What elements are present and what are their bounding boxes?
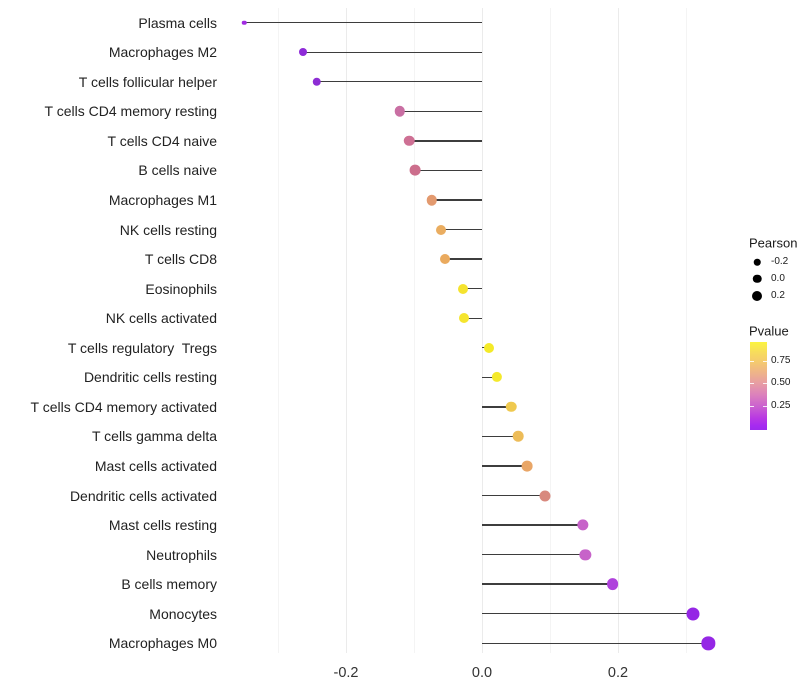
gridline-minor bbox=[413, 8, 415, 653]
data-point bbox=[403, 135, 415, 147]
category-label: B cells naive bbox=[138, 162, 217, 179]
category-label: Mast cells activated bbox=[94, 457, 217, 474]
category-label: Dendritic cells resting bbox=[83, 369, 217, 386]
pvalue-tick-label: 0.25 bbox=[771, 400, 791, 412]
colorbar-tick bbox=[750, 406, 754, 408]
lollipop-stem bbox=[415, 169, 482, 172]
x-tick-label: -0.2 bbox=[333, 664, 359, 681]
category-label: NK cells resting bbox=[119, 221, 217, 238]
category-label: Eosinophils bbox=[145, 280, 217, 297]
size-legend-title: Pearson bbox=[749, 235, 798, 251]
data-point bbox=[459, 313, 470, 324]
data-point bbox=[686, 607, 700, 621]
category-label: T cells gamma delta bbox=[91, 428, 217, 445]
lollipop-stem bbox=[482, 465, 527, 467]
category-label: Macrophages M0 bbox=[108, 635, 217, 652]
size-legend-label: 0.0 bbox=[771, 272, 785, 284]
lollipop-stem bbox=[316, 81, 482, 83]
data-point bbox=[539, 490, 551, 501]
gridline-minor bbox=[549, 8, 551, 653]
data-point bbox=[241, 20, 247, 25]
x-tick-label: 0.2 bbox=[607, 664, 629, 681]
pvalue-tick-label: 0.75 bbox=[771, 354, 791, 366]
data-point bbox=[521, 460, 533, 472]
color-legend-title: Pvalue bbox=[749, 323, 789, 339]
data-point bbox=[512, 431, 524, 442]
data-point bbox=[505, 401, 517, 413]
lollipop-stem bbox=[440, 228, 482, 231]
gridline-major bbox=[481, 8, 483, 653]
size-legend-label: 0.2 bbox=[771, 289, 785, 301]
lollipop-stem bbox=[482, 553, 586, 556]
category-label: T cells CD8 bbox=[144, 251, 217, 268]
category-label: T cells CD4 naive bbox=[107, 132, 217, 149]
data-point bbox=[576, 519, 589, 531]
colorbar-tick bbox=[763, 360, 767, 362]
lollipop-stem bbox=[482, 613, 693, 615]
category-label: T cells regulatory Tregs bbox=[67, 339, 217, 356]
gridline-major bbox=[345, 8, 347, 653]
gridline-minor bbox=[277, 8, 279, 653]
colorbar-tick bbox=[750, 383, 754, 385]
lollipop-stem bbox=[482, 642, 709, 644]
data-point bbox=[409, 165, 421, 176]
pvalue-tick-label: 0.50 bbox=[771, 377, 791, 389]
category-label: T cells CD4 memory activated bbox=[30, 398, 217, 415]
category-label: Monocytes bbox=[149, 605, 217, 622]
category-label: Mast cells resting bbox=[108, 517, 217, 534]
category-label: Macrophages M1 bbox=[108, 192, 217, 208]
data-point bbox=[299, 48, 308, 57]
size-legend-dot bbox=[752, 290, 762, 301]
lollipop-stem bbox=[431, 199, 482, 201]
data-point bbox=[491, 372, 503, 383]
lollipop-stem bbox=[399, 110, 482, 113]
category-label: Dendritic cells activated bbox=[69, 487, 217, 504]
data-point bbox=[426, 194, 437, 206]
size-legend-dot bbox=[753, 258, 761, 266]
lollipop-stem bbox=[482, 406, 512, 408]
lollipop-stem bbox=[482, 524, 583, 526]
data-point bbox=[457, 283, 468, 294]
category-label: Neutrophils bbox=[146, 546, 217, 563]
data-point bbox=[440, 254, 451, 265]
colorbar-tick bbox=[763, 383, 767, 385]
gridline-major bbox=[617, 8, 619, 653]
data-point bbox=[394, 106, 405, 117]
lollipop-stem bbox=[482, 583, 613, 585]
lollipop-stem bbox=[409, 140, 482, 142]
lollipop-stem bbox=[464, 317, 482, 319]
x-tick-label: 0.0 bbox=[471, 664, 493, 681]
size-legend-label: -0.2 bbox=[771, 256, 789, 267]
data-point bbox=[701, 636, 716, 650]
lollipop-stem bbox=[303, 51, 482, 53]
colorbar-tick bbox=[750, 360, 754, 362]
lollipop-stem bbox=[482, 435, 519, 438]
gridline-minor bbox=[685, 8, 687, 653]
lollipop-stem bbox=[482, 376, 497, 378]
lollipop-stem bbox=[244, 22, 482, 24]
category-label: T cells CD4 memory resting bbox=[44, 103, 217, 120]
pvalue-gradient-bar bbox=[750, 342, 767, 430]
data-point bbox=[579, 548, 592, 561]
lollipop-stem bbox=[445, 258, 482, 260]
category-label: NK cells activated bbox=[105, 310, 217, 327]
category-label: Plasma cells bbox=[138, 14, 217, 31]
category-label: T cells follicular helper bbox=[78, 73, 217, 90]
colorbar-tick bbox=[763, 406, 767, 408]
lollipop-stem bbox=[482, 494, 546, 497]
category-label: B cells memory bbox=[121, 576, 217, 593]
data-point bbox=[483, 342, 494, 353]
data-point bbox=[435, 224, 446, 235]
data-point bbox=[606, 578, 619, 591]
data-point bbox=[312, 77, 321, 87]
lollipop-stem bbox=[462, 287, 482, 290]
size-legend-dot bbox=[752, 274, 762, 284]
category-label: Macrophages M2 bbox=[108, 44, 217, 61]
